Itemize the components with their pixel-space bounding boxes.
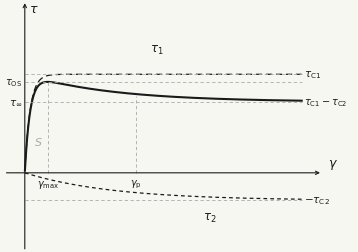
Text: $\tau_{\rm C1}-\tau_{\rm C2}$: $\tau_{\rm C1}-\tau_{\rm C2}$ xyxy=(304,97,348,108)
Text: $S$: $S$ xyxy=(34,136,43,147)
Text: $\tau_1$: $\tau_1$ xyxy=(150,44,164,57)
Text: $\tau_\infty$: $\tau_\infty$ xyxy=(9,98,22,107)
Text: $\tau_{\rm OS}$: $\tau_{\rm OS}$ xyxy=(5,77,22,88)
Text: $-\tau_{\rm C2}$: $-\tau_{\rm C2}$ xyxy=(304,195,330,206)
Text: $\tau_2$: $\tau_2$ xyxy=(203,211,216,224)
Text: $\tau_{\rm C1}$: $\tau_{\rm C1}$ xyxy=(304,69,321,81)
Text: $\gamma_{\rm p}$: $\gamma_{\rm p}$ xyxy=(130,178,141,191)
Text: $\tau$: $\tau$ xyxy=(29,3,38,16)
Text: $\gamma_{\rm max}$: $\gamma_{\rm max}$ xyxy=(37,178,59,190)
Text: $\gamma$: $\gamma$ xyxy=(328,157,338,171)
